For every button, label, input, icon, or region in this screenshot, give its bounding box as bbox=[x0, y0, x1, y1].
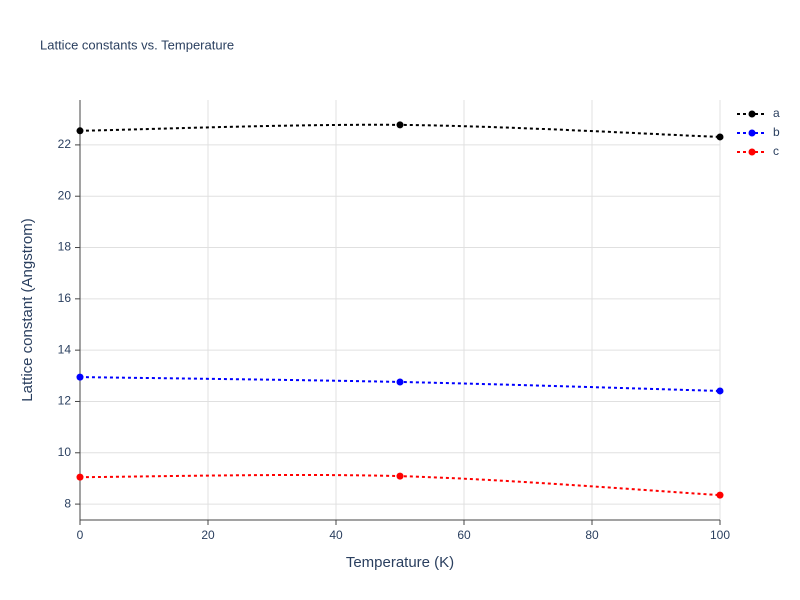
y-tick-label: 18 bbox=[58, 240, 72, 254]
y-tick-label: 20 bbox=[58, 188, 72, 202]
legend-label[interactable]: a bbox=[773, 106, 780, 120]
chart-title: Lattice constants vs. Temperature bbox=[40, 37, 234, 52]
y-tick-label: 16 bbox=[58, 291, 72, 305]
data-point bbox=[716, 387, 724, 395]
data-point bbox=[716, 133, 724, 141]
y-tick-label: 8 bbox=[64, 496, 71, 510]
x-tick-label: 0 bbox=[77, 528, 84, 542]
data-point bbox=[76, 473, 84, 481]
data-point bbox=[76, 373, 84, 381]
data-point bbox=[396, 121, 404, 129]
data-point bbox=[76, 127, 84, 135]
x-tick-label: 40 bbox=[329, 528, 343, 542]
data-point bbox=[396, 472, 404, 480]
legend-label[interactable]: b bbox=[773, 125, 780, 139]
data-point bbox=[396, 378, 404, 386]
x-tick-label: 20 bbox=[201, 528, 215, 542]
legend-marker[interactable] bbox=[748, 129, 756, 137]
legend-marker[interactable] bbox=[748, 110, 756, 118]
y-axis-label: Lattice constant (Angstrom) bbox=[19, 218, 36, 401]
y-tick-label: 22 bbox=[58, 137, 72, 151]
data-point bbox=[716, 491, 724, 499]
y-tick-label: 14 bbox=[58, 342, 72, 356]
x-tick-label: 100 bbox=[710, 528, 730, 542]
y-tick-label: 12 bbox=[58, 394, 72, 408]
y-tick-label: 10 bbox=[58, 445, 72, 459]
legend-marker[interactable] bbox=[748, 148, 756, 156]
x-tick-label: 80 bbox=[585, 528, 599, 542]
x-axis-label: Temperature (K) bbox=[346, 554, 454, 571]
x-tick-label: 60 bbox=[457, 528, 471, 542]
legend-label[interactable]: c bbox=[773, 144, 779, 158]
